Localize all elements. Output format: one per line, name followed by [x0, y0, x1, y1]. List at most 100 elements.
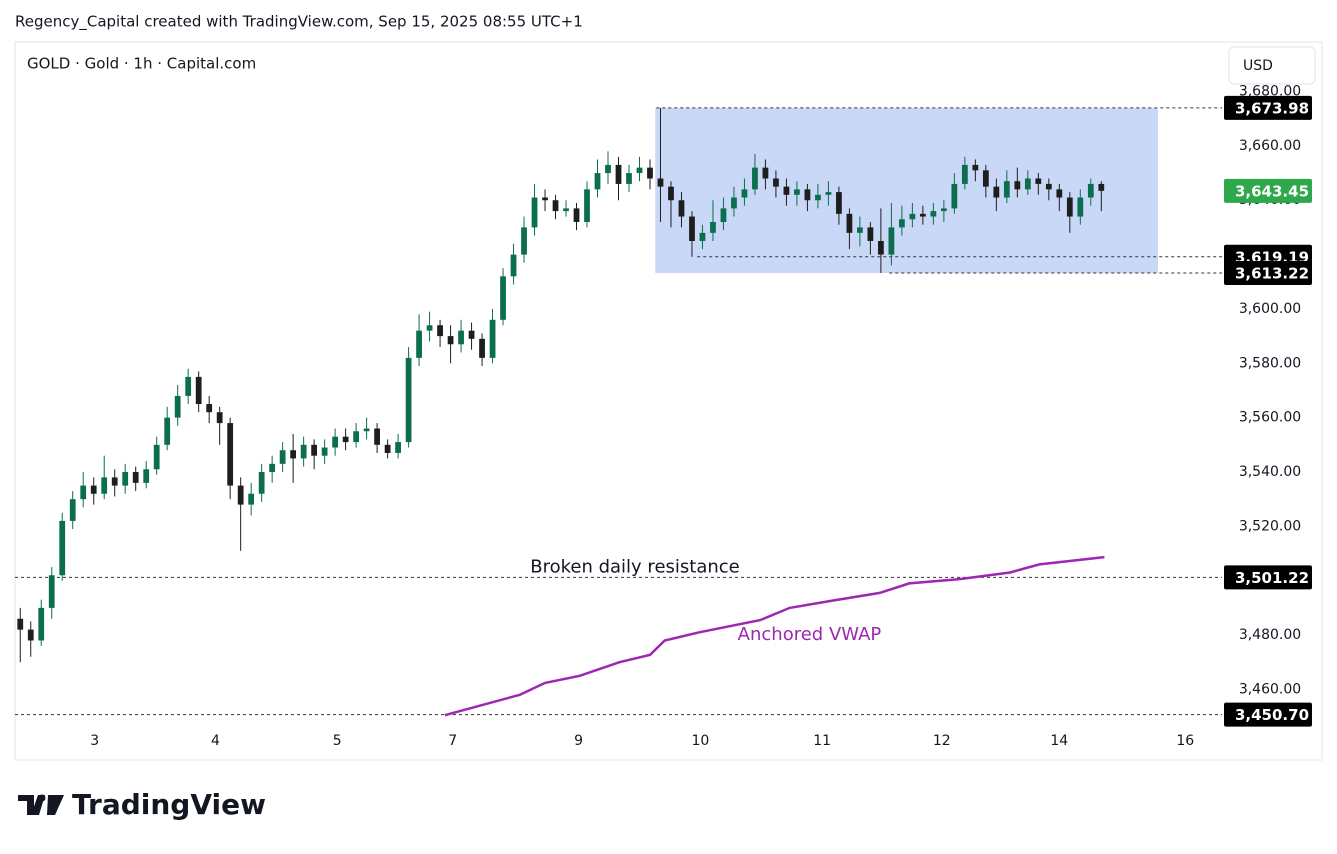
candle-body: [311, 444, 318, 456]
x-tick-label: 7: [448, 733, 457, 749]
candle-body: [898, 219, 905, 228]
candle-body: [479, 338, 485, 358]
candle-body: [500, 276, 506, 320]
candle-body: [1024, 178, 1031, 190]
candle-body: [657, 178, 664, 187]
candle-body: [584, 189, 590, 222]
candle-body: [48, 575, 55, 608]
candle-body: [731, 197, 737, 209]
candle-body: [857, 227, 863, 233]
candle-body: [59, 520, 66, 576]
candle-body: [815, 194, 821, 201]
candle-body: [227, 423, 234, 486]
candle-body: [878, 240, 884, 255]
y-tick-label: 3,680.00: [1239, 84, 1301, 100]
candle-body: [143, 469, 150, 483]
candle-body: [279, 450, 286, 464]
candle-body: [909, 213, 916, 220]
candle-body: [353, 431, 359, 443]
range-box: [655, 107, 1158, 274]
candle-body: [374, 428, 380, 445]
candle-body: [741, 189, 748, 198]
candle-body: [710, 221, 716, 233]
x-tick-label: 14: [1050, 733, 1068, 749]
candle-body: [919, 213, 926, 217]
logo-icon: [18, 795, 64, 815]
candle-body: [363, 428, 370, 432]
price-label: 3,613.22: [1235, 265, 1309, 283]
candle-body: [951, 183, 958, 209]
candle-body: [1014, 181, 1021, 190]
y-tick-label: 3,480.00: [1239, 627, 1301, 643]
logo: TradingView: [18, 788, 266, 821]
candle-body: [552, 200, 559, 212]
candle-body: [101, 477, 108, 494]
candle-body: [961, 164, 968, 184]
candle-body: [1035, 178, 1042, 184]
y-tick-label: 3,600.00: [1239, 301, 1301, 317]
candle-body: [867, 227, 874, 241]
candle-body: [195, 376, 202, 405]
candle-body: [521, 227, 527, 255]
candle-body: [122, 471, 129, 486]
x-tick-label: 9: [574, 733, 583, 749]
candle-body: [846, 213, 853, 233]
candle-body: [836, 192, 842, 214]
candle-body: [762, 167, 769, 179]
price-label-box: [1224, 261, 1312, 286]
candle-body: [458, 330, 464, 345]
candle-body: [437, 325, 443, 337]
candle-body: [888, 227, 895, 255]
candle-body: [111, 477, 118, 486]
vwap-line: [444, 555, 1105, 717]
vwap-label: Anchored VWAP: [738, 624, 882, 645]
candle-body: [237, 485, 244, 505]
y-tick-label: 3,580.00: [1239, 355, 1301, 371]
candle-body: [636, 167, 643, 174]
candle-body: [206, 404, 213, 413]
candle-body: [542, 197, 548, 201]
candle-body: [164, 417, 171, 445]
logo-text: TradingView: [72, 788, 266, 821]
candle-body: [447, 336, 454, 345]
candle-body: [699, 232, 706, 241]
candle-body: [594, 173, 601, 190]
candle-body: [510, 254, 517, 277]
price-label-box: [1224, 95, 1312, 120]
candle-body: [27, 629, 34, 641]
candle-body: [269, 463, 276, 472]
candle-body: [248, 493, 255, 505]
candle-body: [332, 436, 339, 448]
chart-frame: [14, 41, 1323, 761]
candle-body: [1003, 181, 1010, 198]
plot: 3,460.003,480.003,500.003,520.003,540.00…: [15, 84, 1301, 749]
price-label: 3,450.70: [1235, 706, 1309, 724]
candle-body: [752, 167, 758, 190]
candle-body: [1056, 189, 1063, 198]
candle-body: [290, 450, 297, 459]
price-label: 3,643.45: [1235, 182, 1309, 200]
candle-body: [668, 186, 674, 201]
candle-body: [80, 485, 87, 500]
candle-body: [489, 319, 496, 358]
candle-body: [321, 447, 328, 456]
candle-body: [678, 200, 685, 217]
currency[interactable]: USD: [1243, 58, 1273, 74]
candle-body: [972, 164, 979, 171]
candle-body: [300, 444, 307, 459]
candle-body: [563, 208, 569, 212]
candle-body: [930, 211, 937, 217]
x-tick-label: 4: [211, 733, 220, 749]
price-label-box: [1224, 178, 1312, 203]
x-tick-label: 10: [691, 733, 709, 749]
logo-icon: [38, 794, 46, 802]
y-tick-label: 3,460.00: [1239, 681, 1301, 697]
candle-body: [940, 208, 947, 212]
currency-button[interactable]: [1228, 46, 1316, 85]
x-tick-label: 16: [1176, 733, 1194, 749]
candle-body: [783, 186, 790, 195]
candle-body: [342, 436, 349, 443]
candle-body: [153, 444, 160, 470]
candle-body: [720, 208, 727, 222]
